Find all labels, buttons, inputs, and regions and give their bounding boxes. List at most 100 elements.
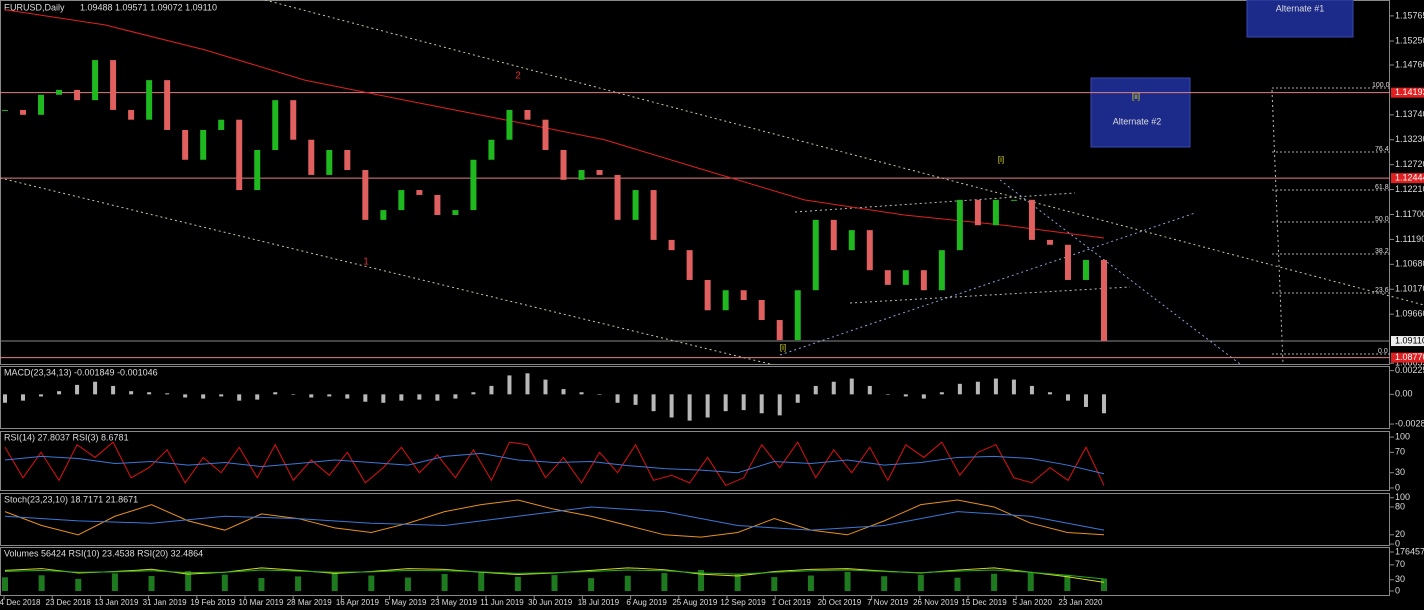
wave-label: 1: [363, 257, 369, 268]
macd-bar: [597, 394, 602, 395]
date-label: 5 Jan 2020: [1012, 598, 1052, 607]
y-tick-label: 0: [1395, 585, 1400, 595]
macd-bar: [399, 394, 404, 401]
volume-bar: [624, 575, 631, 591]
candle: [812, 219, 819, 291]
candle: [128, 109, 135, 120]
date-label: 25 Aug 2019: [672, 598, 717, 607]
candle: [542, 119, 549, 150]
candle: [956, 199, 963, 251]
macd-bar: [255, 394, 260, 400]
rsi-line: [4, 452, 1105, 475]
macd-bar: [579, 392, 584, 395]
rsi-label: RSI(14) 27.8037 RSI(3) 8.6781: [4, 432, 129, 442]
candle: [1064, 244, 1071, 280]
volumes-line: [4, 569, 1105, 580]
volume-bar: [991, 573, 998, 591]
volume-bar: [807, 575, 814, 591]
candle: [20, 109, 27, 115]
volume-bar: [148, 575, 155, 591]
level-tag: [1391, 87, 1424, 98]
volume-bar: [258, 577, 265, 591]
macd-bar: [975, 381, 980, 395]
macd-bar: [129, 391, 134, 395]
macd-bar: [849, 378, 854, 395]
trend-line: [794, 192, 1076, 213]
candle: [722, 290, 729, 311]
macd-bar: [687, 394, 692, 421]
macd-bar: [741, 394, 746, 411]
volume-bar: [661, 573, 668, 591]
macd-bar: [921, 394, 926, 399]
candle: [218, 119, 225, 130]
macd-bar: [165, 393, 170, 395]
candle: [308, 139, 315, 175]
date-label: 6 Aug 2019: [626, 598, 667, 607]
macd-bar: [939, 392, 944, 395]
volume-bar: [1101, 578, 1107, 591]
candle: [164, 80, 171, 130]
volume-bar: [221, 574, 228, 591]
volume-bar: [954, 577, 961, 591]
candle: [560, 149, 567, 180]
macd-bar: [831, 381, 836, 395]
macd-bar: [885, 394, 890, 395]
candle: [920, 270, 927, 291]
macd-bar: [1029, 385, 1034, 395]
y-tick-label: 1.11700: [1395, 209, 1424, 219]
candle: [740, 290, 747, 300]
box-label: Alternate #2: [1113, 116, 1162, 126]
y-tick-label: 1.12210: [1395, 184, 1424, 194]
macd-bar: [957, 383, 962, 395]
macd-bar: [39, 394, 44, 397]
macd-bar: [1065, 394, 1070, 401]
macd-bar: [57, 391, 62, 395]
y-tick-label: 1.13230: [1395, 134, 1424, 144]
macd-bar: [795, 394, 800, 403]
y-tick-label: -0.002825: [1395, 418, 1424, 428]
candle: [992, 199, 999, 226]
candle: [92, 60, 99, 101]
volume-bar: [478, 571, 485, 591]
stoch-panel: [0, 493, 1390, 546]
macd-bar: [525, 373, 530, 395]
macd-bar: [633, 394, 638, 405]
volume-bar: [514, 576, 521, 591]
candle: [182, 129, 189, 160]
macd-bar: [507, 375, 512, 395]
rsi-line: [4, 441, 1105, 487]
y-tick-label: 1.11190: [1395, 234, 1424, 244]
date-label: 16 Apr 2019: [336, 598, 380, 607]
candle: [362, 170, 369, 220]
candle: [704, 279, 711, 311]
candle: [938, 250, 945, 291]
macd-bar: [651, 394, 656, 412]
macd-bar: [417, 394, 422, 400]
candle: [272, 100, 279, 150]
wave-label: [ii]: [1132, 92, 1140, 101]
y-tick-label: 100: [1395, 492, 1410, 502]
candle: [866, 230, 873, 271]
y-tick-label: 1.09660: [1395, 309, 1424, 319]
fib-label: 23.6: [1375, 287, 1389, 294]
y-tick-label: 80: [1395, 501, 1405, 511]
y-tick-label: 30: [1395, 467, 1405, 477]
candle: [38, 94, 45, 115]
candle: [974, 199, 981, 226]
moving-average: [4, 9, 1105, 239]
fib-label: 76.4: [1375, 146, 1389, 153]
macd-bar: [75, 384, 80, 395]
date-label: 4 Dec 2018: [0, 598, 41, 607]
candle: [596, 170, 603, 175]
trend-line: [779, 212, 1196, 356]
candle: [146, 80, 153, 120]
date-label: 12 Sep 2019: [720, 598, 766, 607]
macd-bar: [219, 394, 224, 397]
candle: [758, 299, 765, 321]
stoch-line: [4, 506, 1105, 531]
rsi-panel: [0, 431, 1390, 491]
level-label: 1.09110: [1395, 335, 1424, 345]
macd-bar: [201, 394, 206, 399]
date-label: 10 Mar 2019: [239, 598, 284, 607]
